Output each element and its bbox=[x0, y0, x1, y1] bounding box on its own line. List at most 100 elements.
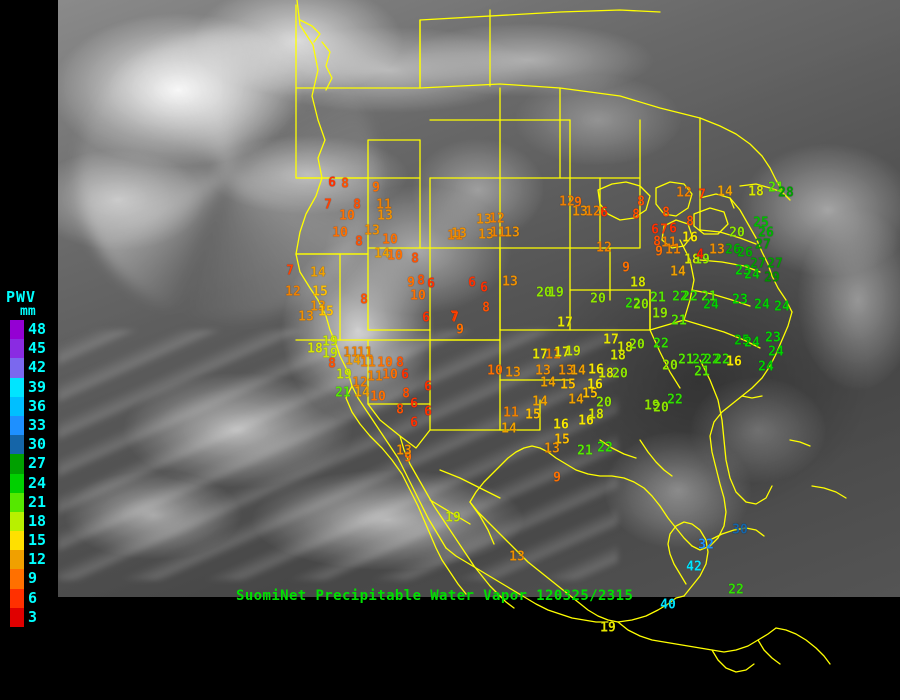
legend-color-swatch bbox=[10, 435, 24, 455]
pwv-value-label: 15 bbox=[560, 377, 576, 393]
legend-value-label: 36 bbox=[28, 396, 47, 415]
pwv-value-label: 20 bbox=[653, 400, 669, 416]
pwv-value-label: 11 bbox=[447, 228, 463, 244]
pwv-value-label: 10 bbox=[382, 232, 398, 248]
pwv-value-label: 12 bbox=[285, 284, 301, 300]
pwv-value-label: 22 bbox=[714, 352, 730, 368]
pwv-value-label: 8 bbox=[341, 176, 349, 192]
pwv-value-label: 16 bbox=[726, 354, 742, 370]
pwv-colorbar-legend: PWV mm 48 45 42 39 36 33 30 27 24 21 18 15 12 9 6 3 bbox=[0, 288, 58, 638]
pwv-value-label: 18 bbox=[630, 275, 646, 291]
pwv-value-label: 19 bbox=[336, 367, 352, 383]
pwv-value-label: 21 bbox=[671, 313, 687, 329]
pwv-value-label: 30 bbox=[732, 522, 748, 538]
pwv-value-label: 17 bbox=[554, 345, 570, 361]
pwv-value-label: 22 bbox=[682, 289, 698, 305]
pwv-value-label: 10 bbox=[410, 288, 426, 304]
pwv-value-label: 9 bbox=[407, 275, 415, 291]
pwv-value-label: 22 bbox=[653, 336, 669, 352]
pwv-value-label: 18 bbox=[610, 348, 626, 364]
pwv-value-label: 16 bbox=[682, 230, 698, 246]
pwv-value-label: 22 bbox=[672, 289, 688, 305]
pwv-value-label: 14 bbox=[570, 363, 586, 379]
pwv-value-label: 19 bbox=[445, 510, 461, 526]
pwv-value-label: 16 bbox=[587, 377, 603, 393]
legend-value-label: 33 bbox=[28, 415, 47, 434]
pwv-value-label: 9 bbox=[456, 322, 464, 338]
pwv-value-label: 6 bbox=[651, 222, 659, 238]
pwv-value-label: 11 bbox=[661, 235, 677, 251]
pwv-value-label: 24 bbox=[768, 344, 784, 360]
pwv-value-label: 14 bbox=[540, 375, 556, 391]
pwv-value-label: 13 bbox=[558, 363, 574, 379]
legend-value-label: 3 bbox=[28, 607, 38, 626]
pwv-value-label: 13 bbox=[364, 223, 380, 239]
legend-row: 30 bbox=[10, 435, 46, 455]
pwv-value-label: 13 bbox=[509, 549, 525, 565]
legend-value-label: 18 bbox=[28, 511, 47, 530]
legend-value-label: 24 bbox=[28, 473, 47, 492]
pwv-value-label: 8 bbox=[353, 197, 361, 213]
pwv-value-label: 13 bbox=[502, 274, 518, 290]
pwv-value-label: 11 bbox=[503, 405, 519, 421]
pwv-value-label: 40 bbox=[660, 597, 676, 613]
pwv-value-label: 22 bbox=[692, 352, 708, 368]
legend-row: 12 bbox=[10, 550, 46, 570]
legend-color-swatch bbox=[10, 492, 24, 512]
pwv-value-label: 8 bbox=[402, 386, 410, 402]
legend-row: 21 bbox=[10, 492, 46, 512]
pwv-value-label: 17 bbox=[532, 347, 548, 363]
pwv-value-label: 19 bbox=[548, 285, 564, 301]
pwv-value-label: 7 bbox=[286, 263, 294, 279]
pwv-value-label: 7 bbox=[324, 197, 332, 213]
pwv-value-label: 14 bbox=[310, 265, 326, 281]
pwv-value-label: 20 bbox=[612, 366, 628, 382]
pwv-value-label: 8 bbox=[355, 234, 363, 250]
pwv-value-label: 12 bbox=[676, 185, 692, 201]
pwv-value-label: 6 bbox=[600, 205, 608, 221]
pwv-value-label: 20 bbox=[633, 297, 649, 313]
pwv-value-label: 14 bbox=[568, 392, 584, 408]
legend-row: 36 bbox=[10, 396, 46, 416]
pwv-value-label: 6 bbox=[422, 310, 430, 326]
pwv-value-label: 24 bbox=[703, 297, 719, 313]
pwv-value-label: 13 bbox=[572, 204, 588, 220]
pwv-value-label: 18 bbox=[684, 252, 700, 268]
legend-value-label: 48 bbox=[28, 320, 47, 338]
pwv-value-label: 10 bbox=[377, 355, 393, 371]
pwv-value-label: 13 bbox=[476, 212, 492, 228]
legend-units: mm bbox=[20, 304, 36, 319]
pwv-value-label: 10 bbox=[370, 389, 386, 405]
pwv-value-label: 9 bbox=[404, 450, 412, 466]
pwv-value-label: 21 bbox=[335, 385, 351, 401]
pwv-value-label: 12 bbox=[489, 211, 505, 227]
pwv-value-label: 9 bbox=[372, 180, 380, 196]
pwv-value-label: 18 bbox=[748, 184, 764, 200]
legend-row: 6 bbox=[10, 588, 37, 608]
pwv-value-label: 17 bbox=[557, 315, 573, 331]
legend-value-label: 45 bbox=[28, 339, 47, 358]
pwv-value-label: 15 bbox=[525, 407, 541, 423]
pwv-value-label: 11 bbox=[343, 345, 359, 361]
pwv-value-label: 13 bbox=[505, 365, 521, 381]
pwv-value-label: 10 bbox=[382, 367, 398, 383]
pwv-value-label: 23 bbox=[735, 263, 751, 279]
pwv-value-label: 25 bbox=[753, 215, 769, 231]
pwv-value-label: 20 bbox=[596, 395, 612, 411]
pwv-value-label: 13 bbox=[709, 242, 725, 258]
pwv-value-label: 6 bbox=[410, 396, 418, 412]
legend-row: 9 bbox=[10, 569, 37, 589]
pwv-value-label: 14 bbox=[532, 394, 548, 410]
legend-color-swatch bbox=[10, 569, 24, 589]
legend-color-swatch bbox=[10, 531, 24, 551]
pwv-value-label: 11 bbox=[545, 347, 561, 363]
pwv-value-label: 6 bbox=[401, 367, 409, 383]
legend-row: 45 bbox=[10, 339, 46, 359]
pwv-value-label: 6 bbox=[669, 221, 677, 237]
legend-color-swatch bbox=[10, 358, 24, 378]
pwv-value-label: 24 bbox=[744, 335, 760, 351]
pwv-value-label: 9 bbox=[553, 470, 561, 486]
legend-row: 33 bbox=[10, 415, 46, 436]
pwv-value-label: 6 bbox=[424, 404, 432, 420]
pwv-value-label: 8 bbox=[653, 234, 661, 250]
